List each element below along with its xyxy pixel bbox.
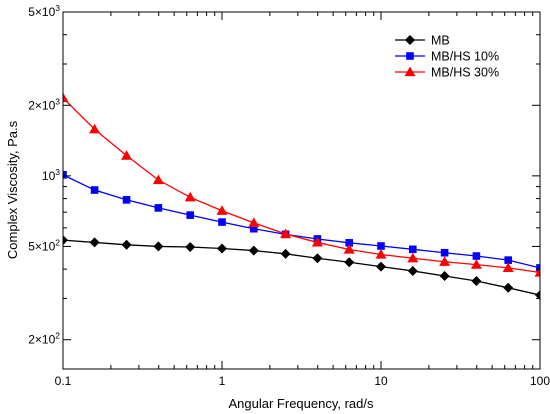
data-point <box>153 241 164 252</box>
data-point <box>440 248 449 257</box>
data-point <box>439 270 450 281</box>
tick-labels-layer: 0.1 1 10 100 2×102 5×102 103 2×103 5×103 <box>28 3 550 388</box>
legend-label: MB/HS 10% <box>431 50 499 64</box>
data-point <box>345 239 354 247</box>
legend-label: MB/HS 30% <box>431 66 499 80</box>
data-point <box>154 204 163 212</box>
series-2 <box>63 92 540 277</box>
data-point <box>185 242 196 253</box>
data-point <box>280 228 292 239</box>
data-point <box>186 211 195 219</box>
data-point <box>439 256 451 266</box>
y-tick-label: 5×103 <box>28 3 60 19</box>
data-point <box>63 235 68 246</box>
series-layer <box>63 92 540 301</box>
x-tick-label: 10 <box>374 374 388 388</box>
data-point <box>218 218 226 226</box>
series-0 <box>63 235 540 301</box>
legend-label: MB <box>431 34 450 48</box>
data-point <box>504 256 513 264</box>
legend-marker <box>405 35 415 45</box>
data-point <box>503 282 514 293</box>
x-axis-label: Angular Frequency, rad/s <box>229 396 374 411</box>
data-point <box>152 174 164 185</box>
legend-marker <box>404 66 416 77</box>
y-tick-label: 5×102 <box>28 237 60 253</box>
data-point <box>184 191 196 202</box>
y-axis-label: Complex Viscosity, Pa.s <box>5 120 20 259</box>
y-tick-label: 103 <box>42 167 60 183</box>
x-tick-label: 1 <box>219 374 226 388</box>
series-line <box>63 174 540 269</box>
data-point <box>407 252 419 263</box>
data-point <box>250 224 258 233</box>
y-tick-label: 2×102 <box>28 331 60 347</box>
data-point <box>312 253 323 264</box>
legend-marker <box>406 52 414 60</box>
data-point <box>377 242 385 250</box>
series-line <box>63 239 540 296</box>
data-point <box>535 290 540 301</box>
series-line <box>63 97 540 274</box>
data-point <box>471 276 482 287</box>
data-point <box>472 252 481 260</box>
plot-frame <box>62 11 541 370</box>
legend-entry: MB/HS 30% <box>395 66 499 80</box>
data-point <box>217 243 227 254</box>
data-point <box>122 196 131 204</box>
data-point <box>311 236 323 247</box>
data-point <box>63 92 69 103</box>
data-point <box>375 248 387 259</box>
data-point <box>343 244 355 254</box>
x-tick-label: 0.1 <box>55 374 72 388</box>
data-point <box>89 123 101 134</box>
data-point <box>502 262 514 273</box>
data-point <box>248 217 260 228</box>
legend-entry: MB <box>395 34 450 48</box>
data-point <box>280 248 291 259</box>
data-point <box>121 150 133 160</box>
data-point <box>89 237 100 248</box>
data-point <box>248 245 259 256</box>
y-tick-label: 2×103 <box>28 96 60 112</box>
data-point <box>344 257 355 268</box>
legend: MB MB/HS 10% MB/HS 30% <box>395 34 499 80</box>
data-point <box>216 205 228 215</box>
data-point <box>407 265 418 276</box>
data-point <box>376 261 386 272</box>
data-point <box>470 259 482 269</box>
legend-entry: MB/HS 10% <box>395 50 499 64</box>
data-point <box>409 245 417 254</box>
data-point <box>90 186 99 194</box>
data-point <box>121 239 132 250</box>
x-tick-label: 100 <box>530 374 550 388</box>
data-point <box>63 171 67 179</box>
ticks-layer <box>62 11 541 369</box>
data-point <box>536 264 540 272</box>
